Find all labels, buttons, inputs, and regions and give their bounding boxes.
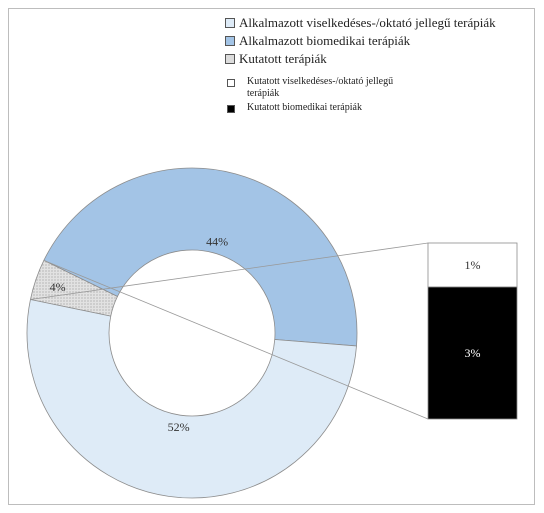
legend-swatch — [227, 105, 235, 113]
breakdown-segment — [427, 242, 518, 288]
legend-item-researched-behavioral: Kutatott viselkedéses-/oktató jellegű te… — [227, 76, 496, 100]
legend: Alkalmazott viselkedéses-/oktató jellegű… — [225, 14, 496, 114]
legend-item-applied-biomedical: Alkalmazott biomedikai terápiák — [225, 32, 496, 50]
breakdown-segment — [427, 286, 518, 420]
legend-label: Alkalmazott biomedikai terápiák — [239, 33, 411, 48]
donut-slice — [43, 167, 358, 347]
legend-label: Kutatott biomedikai terápiák — [247, 102, 362, 113]
legend-item-researched: Kutatott terápiák — [225, 50, 496, 68]
donut-slice — [26, 299, 357, 499]
legend-item-applied-behavioral: Alkalmazott viselkedéses-/oktató jellegű… — [225, 14, 496, 32]
legend-label: Kutatott viselkedéses-/oktató jellegű te… — [247, 76, 394, 99]
connector-line — [30, 242, 429, 300]
slice-data-label: 4% — [50, 280, 66, 294]
connector-line — [43, 260, 429, 420]
legend-item-researched-biomedical: Kutatott biomedikai terápiák — [227, 102, 496, 114]
slice-data-label: 44% — [206, 234, 228, 248]
legend-label: Kutatott terápiák — [239, 51, 327, 66]
legend-swatch — [227, 79, 235, 87]
legend-swatch — [225, 36, 235, 46]
legend-swatch — [225, 18, 235, 28]
legend-label: Alkalmazott viselkedéses-/oktató jellegű… — [239, 15, 496, 30]
legend-swatch — [225, 54, 235, 64]
breakdown-data-label: 1% — [465, 258, 481, 272]
breakdown-data-label: 3% — [465, 346, 481, 360]
slice-data-label: 52% — [168, 420, 190, 434]
